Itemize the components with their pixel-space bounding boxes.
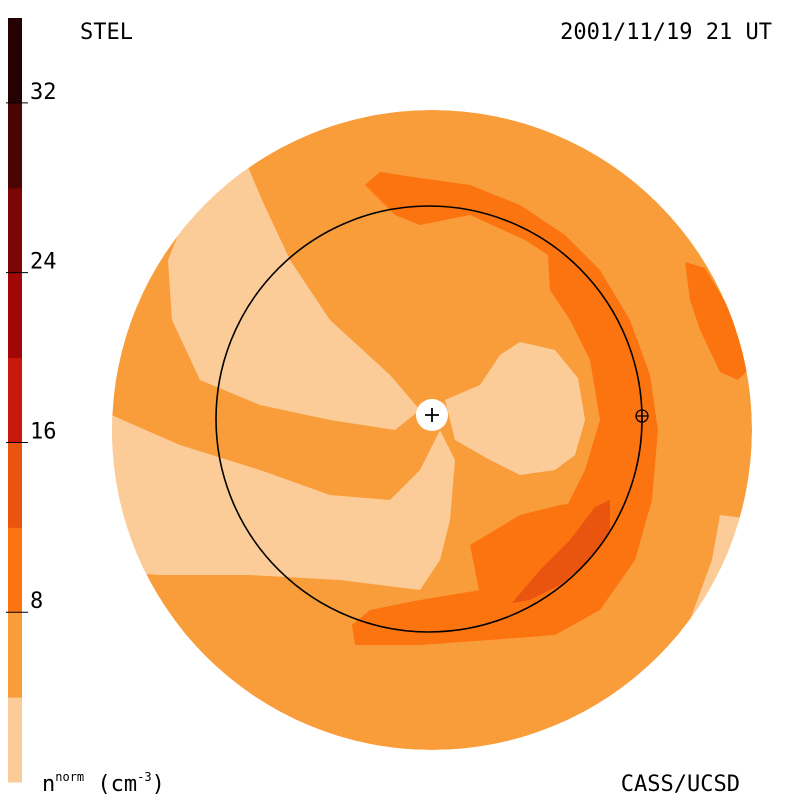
unit-exponent: -3	[137, 770, 152, 784]
colorbar-ticks: 8 16 24 32	[6, 80, 57, 614]
density-disc	[112, 110, 752, 750]
colorbar-band	[8, 187, 22, 274]
high-density-east-patch	[685, 262, 748, 380]
unit-base-cm: (cm	[97, 772, 138, 797]
colorbar	[8, 18, 22, 783]
colorbar-band	[8, 527, 22, 613]
high-density-arc-inner	[470, 500, 600, 600]
colorbar-band	[8, 697, 22, 783]
colorbar-tick-label: 8	[30, 589, 43, 614]
unit-superscript: norm	[55, 770, 85, 784]
source-label: STEL	[80, 20, 133, 45]
peak-density-region	[512, 500, 610, 603]
colorbar-band	[8, 102, 22, 189]
earth-marker	[635, 409, 649, 423]
colorbar-band	[8, 612, 22, 698]
timestamp-label: 2001/11/19 21 UT	[560, 20, 772, 45]
low-density-region-southwest	[112, 410, 455, 590]
colorbar-tick-label: 32	[30, 80, 57, 105]
unit-base: n	[42, 772, 56, 797]
colorbar-band	[8, 272, 22, 359]
sun-plus-icon	[425, 408, 439, 422]
colorbar-band	[8, 18, 22, 104]
low-density-region-west	[168, 160, 420, 430]
colorbar-band	[8, 357, 22, 443]
unit-close: )	[151, 772, 165, 797]
low-density-region-center	[445, 342, 585, 475]
credit-label: CASS/UCSD	[620, 772, 740, 797]
colorbar-tick-label: 24	[30, 250, 57, 275]
colorbar-tick-label: 16	[30, 419, 57, 444]
colorbar-band	[8, 442, 22, 528]
colorbar-unit-label: nnorm (cm-3)	[42, 771, 165, 796]
